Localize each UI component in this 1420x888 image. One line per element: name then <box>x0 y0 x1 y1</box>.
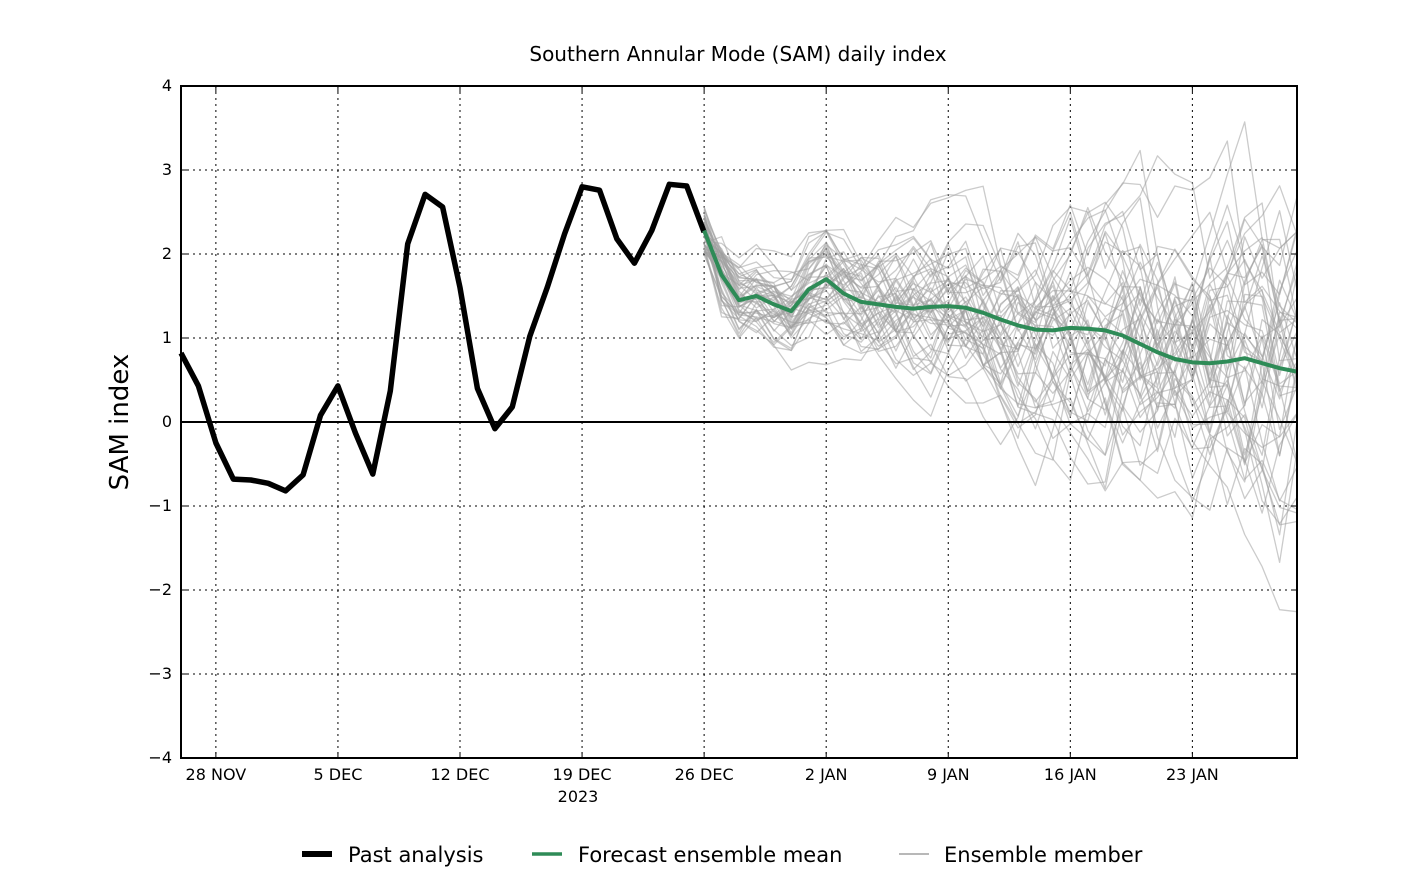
x-tick-label: 23 JAN <box>1166 765 1219 784</box>
y-axis-ticks: 4 3 2 1 0 −1 −2 −3 −4 <box>148 76 1297 767</box>
x-tick-label: 12 DEC <box>430 765 489 784</box>
y-tick-label: 4 <box>162 76 172 95</box>
past-analysis-line <box>178 181 707 494</box>
legend-ensemble-member-label: Ensemble member <box>944 843 1143 867</box>
x-tick-label: 16 JAN <box>1044 765 1097 784</box>
legend-past-analysis-label: Past analysis <box>348 843 483 867</box>
y-tick-label: 3 <box>162 160 172 179</box>
ensemble-member-line <box>703 232 1298 564</box>
x-tick-label: 28 NOV <box>186 765 247 784</box>
ensemble-member-line <box>703 214 1298 422</box>
y-tick-label: 2 <box>162 244 172 263</box>
ensemble-members <box>703 121 1298 613</box>
y-tick-label: −1 <box>148 496 172 515</box>
forecast-ensemble-mean-line <box>702 229 1298 374</box>
year-label: 2023 <box>558 787 599 806</box>
y-tick-label: −2 <box>148 580 172 599</box>
ensemble-member-line <box>703 206 1298 409</box>
y-tick-label: −4 <box>148 748 172 767</box>
ensemble-member-line <box>703 250 1298 481</box>
chart-title: Southern Annular Mode (SAM) daily index <box>529 42 946 66</box>
x-axis-ticks: 28 NOV 5 DEC 12 DEC 19 DEC 26 DEC 2 JAN 9 JAN 1… <box>186 86 1219 784</box>
ensemble-member-line <box>703 185 1298 379</box>
y-tick-label: 1 <box>162 328 172 347</box>
ensemble-member-line <box>703 243 1298 433</box>
x-tick-label: 19 DEC <box>553 765 612 784</box>
x-tick-label: 9 JAN <box>927 765 970 784</box>
ensemble-member-line <box>703 250 1298 502</box>
y-axis-label: SAM index <box>105 354 135 491</box>
ensemble-member-line <box>703 206 1298 411</box>
series-lines <box>178 181 1298 494</box>
ensemble-member-line <box>703 228 1298 536</box>
y-tick-label: −3 <box>148 664 172 683</box>
x-tick-label: 5 DEC <box>314 765 363 784</box>
y-tick-label: 0 <box>162 412 172 431</box>
ensemble-member-line <box>703 209 1298 514</box>
legend-forecast-mean-label: Forecast ensemble mean <box>578 843 842 867</box>
x-tick-label: 2 JAN <box>805 765 848 784</box>
ensemble-member-line <box>703 197 1298 389</box>
ensemble-member-line <box>703 221 1298 510</box>
ensemble-member-line <box>703 232 1298 482</box>
x-tick-label: 26 DEC <box>675 765 734 784</box>
legend: Past analysis Forecast ensemble mean Ens… <box>302 843 1143 867</box>
